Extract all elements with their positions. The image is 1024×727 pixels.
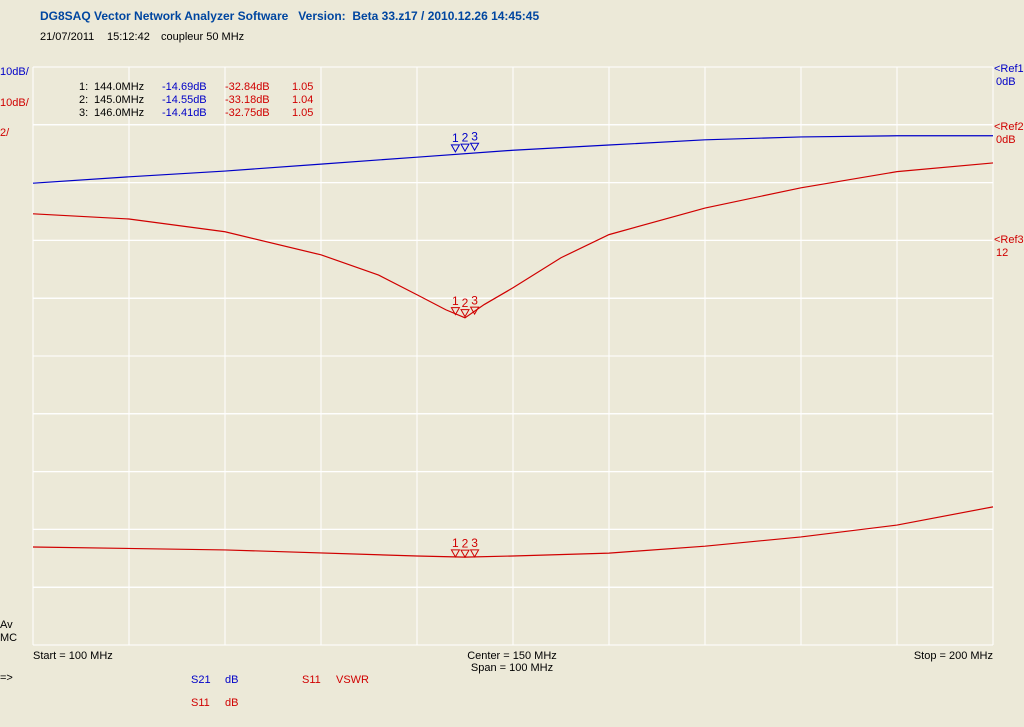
marker-vswr: 1.04 [292, 94, 313, 106]
span-label: Span = 100 MHz [471, 662, 553, 674]
note: coupleur 50 MHz [161, 31, 244, 43]
marker-triangle [469, 549, 480, 558]
marker-triangle [450, 307, 461, 316]
trace [32, 135, 993, 184]
ref-label: <Ref2 [994, 121, 1024, 133]
marker-vswr: 1.05 [292, 107, 313, 119]
marker-row: 3: [79, 107, 88, 119]
scale-label: 10dB/ [0, 97, 30, 109]
marker-s11: -32.75dB [225, 107, 270, 119]
marker-triangle [460, 549, 470, 559]
marker-row: 1: [79, 81, 88, 93]
marker-label: 2 [462, 296, 469, 310]
avg-flag: Av [0, 619, 13, 631]
mc-flag: MC [0, 632, 17, 644]
trace [32, 162, 994, 319]
marker-label: 1 [452, 131, 459, 145]
marker-label: 1 [452, 536, 459, 550]
marker-triangle [460, 309, 470, 318]
marker-row: 2: [79, 94, 88, 106]
marker-label: 2 [462, 130, 469, 144]
ref-value: 12 [996, 247, 1008, 259]
marker-triangle [450, 144, 461, 153]
ref-label: <Ref3 [994, 234, 1024, 246]
marker-s11: -33.18dB [225, 94, 270, 106]
stop-label: Stop = 200 MHz [914, 650, 993, 662]
marker-freq: 144.0MHz [94, 81, 144, 93]
marker-freq: 146.0MHz [94, 107, 144, 119]
marker-s21: -14.69dB [162, 81, 207, 93]
legend-unit: VSWR [336, 674, 369, 686]
marker-label: 3 [471, 536, 478, 550]
marker-label: 2 [462, 536, 469, 550]
app-title: DG8SAQ Vector Network Analyzer Software … [40, 9, 539, 23]
marker-label: 3 [471, 129, 478, 143]
marker-vswr: 1.05 [292, 81, 313, 93]
legend-name: S11 [302, 674, 321, 686]
marker-triangle [450, 549, 461, 558]
scale-label: 2/ [0, 127, 10, 139]
legend-name: S11 [191, 697, 210, 709]
marker-freq: 145.0MHz [94, 94, 144, 106]
arrow: => [0, 672, 13, 684]
marker-triangle [460, 143, 470, 153]
marker-s21: -14.41dB [162, 107, 207, 119]
marker-triangle [469, 142, 480, 152]
trace [32, 506, 994, 558]
marker-s21: -14.55dB [162, 94, 207, 106]
scale-label: 10dB/ [0, 66, 30, 78]
legend-name: S21 [191, 674, 211, 686]
marker-triangle [469, 306, 480, 316]
marker-label: 3 [471, 293, 478, 307]
marker-label: 1 [452, 294, 459, 308]
date: 21/07/2011 [40, 31, 94, 43]
legend-unit: dB [225, 697, 238, 709]
center-label: Center = 150 MHz [467, 650, 557, 662]
start-label: Start = 100 MHz [33, 650, 113, 662]
ref-label: <Ref1 [994, 63, 1024, 75]
legend-unit: dB [225, 674, 238, 686]
ref-value: 0dB [996, 134, 1016, 146]
marker-s11: -32.84dB [225, 81, 270, 93]
ref-value: 0dB [996, 76, 1016, 88]
time: 15:12:42 [107, 31, 150, 43]
